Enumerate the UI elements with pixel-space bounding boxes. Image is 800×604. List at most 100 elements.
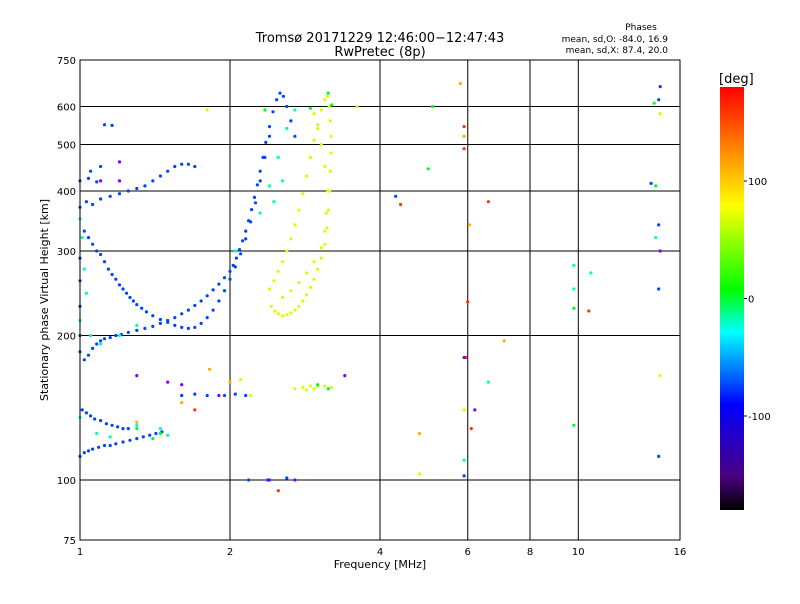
data-point <box>319 108 323 112</box>
data-point <box>249 393 253 398</box>
data-point <box>426 167 430 171</box>
data-point <box>657 287 661 291</box>
data-point <box>193 303 197 308</box>
data-point <box>158 431 162 436</box>
data-point <box>135 186 139 191</box>
grid-lines <box>80 60 680 540</box>
data-point <box>99 252 103 257</box>
data-point <box>654 184 658 188</box>
data-point <box>316 267 320 271</box>
data-points <box>78 81 662 493</box>
data-point <box>135 437 139 441</box>
data-point <box>144 310 149 314</box>
data-point <box>462 147 466 151</box>
data-point <box>110 423 114 427</box>
data-point <box>99 179 103 183</box>
x-tick-label: 2 <box>227 547 233 558</box>
data-point <box>305 174 309 178</box>
data-point <box>399 202 403 207</box>
data-point <box>228 380 232 384</box>
data-point <box>289 119 293 123</box>
data-point <box>652 101 656 105</box>
data-point <box>135 423 139 427</box>
data-point <box>244 229 248 233</box>
data-point <box>267 134 272 138</box>
data-point <box>89 333 93 338</box>
data-point <box>657 98 661 102</box>
data-point <box>208 367 212 371</box>
data-point <box>293 223 297 227</box>
data-point <box>394 194 398 198</box>
data-point <box>99 342 103 346</box>
data-point <box>289 311 293 315</box>
data-point <box>343 374 347 378</box>
data-point <box>193 392 197 396</box>
data-point <box>99 339 103 343</box>
data-point <box>237 248 242 252</box>
data-point <box>117 160 122 164</box>
data-point <box>250 208 254 212</box>
data-point <box>276 155 280 159</box>
data-point <box>258 211 262 215</box>
data-point <box>329 134 333 138</box>
data-point <box>285 476 289 480</box>
data-point <box>84 291 88 295</box>
data-point <box>151 437 155 441</box>
data-point <box>462 474 466 478</box>
data-point <box>108 336 112 340</box>
data-point <box>97 445 101 449</box>
data-point <box>587 309 591 313</box>
data-point <box>135 328 139 332</box>
data-point <box>417 431 422 436</box>
data-point <box>462 408 466 412</box>
data-point <box>166 169 170 173</box>
data-point <box>305 271 309 275</box>
data-point <box>271 110 275 114</box>
data-point <box>128 295 132 300</box>
data-point <box>301 299 305 303</box>
data-point <box>99 197 103 201</box>
x-tick-label: 16 <box>674 547 687 558</box>
data-point <box>186 162 190 166</box>
data-point <box>649 181 653 185</box>
data-point <box>102 123 107 127</box>
y-tick-label: 600 <box>57 103 76 114</box>
data-point <box>244 393 248 398</box>
y-tick-label: 200 <box>57 332 76 343</box>
data-point <box>278 91 282 95</box>
data-point <box>80 236 84 240</box>
data-point <box>328 169 332 173</box>
data-point <box>110 272 114 277</box>
colorbar <box>720 87 744 510</box>
data-point <box>95 180 99 184</box>
data-point <box>239 252 243 256</box>
data-point <box>312 138 316 142</box>
colorbar-tick-label: 0 <box>748 295 754 306</box>
data-point <box>102 337 107 341</box>
data-point <box>180 325 184 329</box>
data-point <box>285 126 289 131</box>
data-point <box>135 420 139 424</box>
data-point <box>108 194 112 198</box>
data-point <box>285 249 289 253</box>
data-point <box>233 265 237 269</box>
data-point <box>211 308 215 312</box>
data-point <box>166 433 170 437</box>
data-point <box>272 200 276 204</box>
data-point <box>326 91 330 95</box>
data-point <box>281 260 285 264</box>
data-point <box>326 189 330 193</box>
phases-o-line: mean, sd,O: -84.0, 16.9 <box>562 35 669 45</box>
phases-x-line: mean, sd,X: 87.4, 20.0 <box>566 46 669 56</box>
plot-frame <box>79 59 681 541</box>
data-point <box>80 408 84 412</box>
data-point <box>95 342 99 346</box>
data-point <box>249 220 253 224</box>
x-tick-labels: 1 2 4 6 8 10 16 <box>77 547 687 558</box>
data-point <box>572 306 576 310</box>
data-point <box>222 289 227 293</box>
data-point <box>135 374 139 378</box>
data-point <box>99 164 103 169</box>
data-point <box>86 236 91 240</box>
data-point <box>91 447 95 451</box>
